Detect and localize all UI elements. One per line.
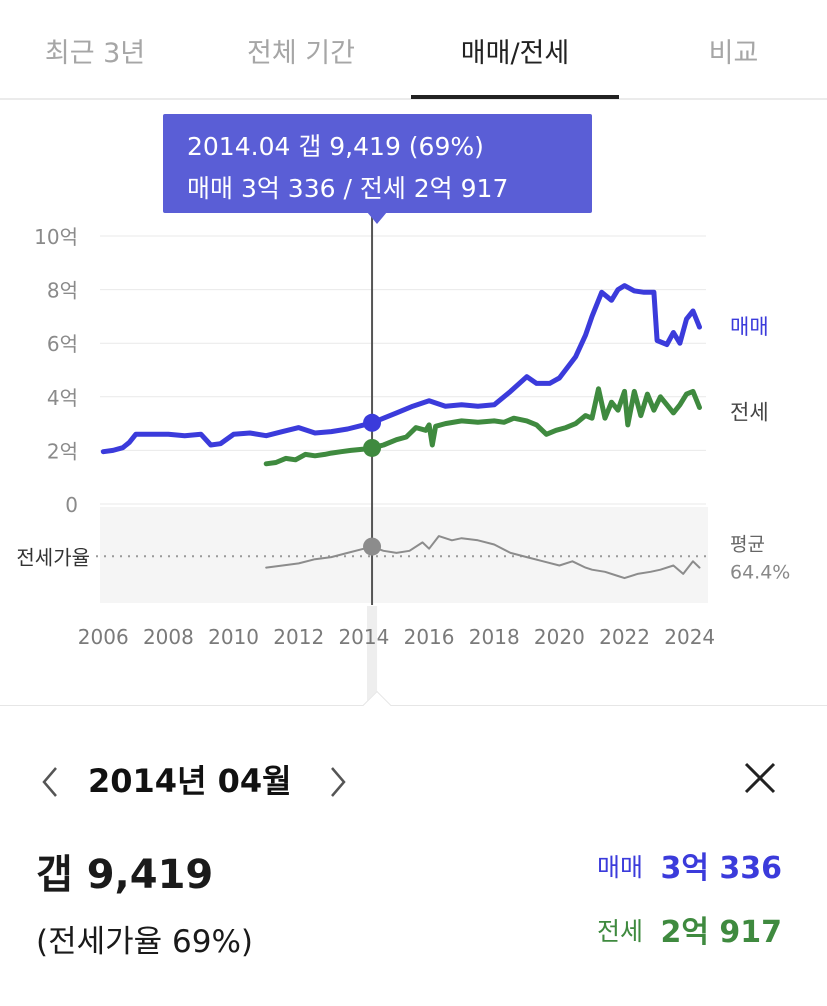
y-tick-label: 10억: [34, 225, 78, 249]
period-tab-bar: 최근 3년 전체 기간 매매/전세 비교: [0, 0, 827, 100]
series-label-lease: 전세: [730, 401, 769, 425]
chevron-right-icon: [331, 767, 346, 797]
tab-compare[interactable]: 비교: [708, 37, 759, 69]
series-line-lease: [263, 386, 702, 467]
selected-point-lease: [363, 438, 382, 457]
x-tick-label: 2006: [78, 625, 129, 649]
ratio-band-label: 전세가율: [16, 545, 90, 569]
tooltip-price-line: 매매 3억 336 / 전세 2억 917: [187, 174, 509, 203]
x-tick-label: 2024: [664, 625, 715, 649]
lease-price-label: 전세: [597, 917, 644, 946]
x-tick-label: 2014: [338, 625, 389, 649]
x-tick-label: 2008: [143, 625, 194, 649]
tooltip-gap-line: 2014.04 갭 9,419 (69%): [187, 132, 484, 161]
x-tick-label: 2020: [534, 625, 585, 649]
y-tick-label: 8억: [47, 279, 78, 303]
y-tick-label: 4억: [47, 386, 78, 410]
tab-all-period[interactable]: 전체 기간: [247, 37, 355, 69]
chevron-left-icon: [42, 767, 57, 797]
close-button[interactable]: [740, 758, 780, 798]
x-tick-label: 2018: [469, 625, 520, 649]
sale-price-label: 매매: [597, 853, 644, 882]
series-line-ratio: [265, 535, 701, 580]
next-month-button[interactable]: [322, 762, 354, 802]
detail-panel: 2014년 04월 갭 9,419 (전세가율 69%) 매매 3억 336 전…: [0, 690, 827, 1006]
ratio-average-value: 64.4%: [730, 561, 790, 583]
x-tick-label: 2016: [404, 625, 455, 649]
y-tick-label: 0: [65, 493, 78, 517]
ratio-average-title: 평균: [730, 533, 765, 555]
y-tick-label: 2억: [47, 439, 78, 463]
x-tick-label: 2010: [208, 625, 259, 649]
lease-price-value: 2억 917: [660, 915, 782, 950]
ratio-band-background: [100, 507, 708, 603]
tooltip-pointer: [367, 212, 387, 224]
y-tick-label: 6억: [47, 332, 78, 356]
tab-sale-lease[interactable]: 매매/전세: [460, 37, 570, 69]
lease-ratio-value: (전세가율 69%): [36, 924, 254, 960]
gap-value: 갭 9,419: [36, 852, 214, 898]
x-tick-label: 2022: [599, 625, 650, 649]
selected-point-sale: [363, 413, 382, 432]
active-tab-indicator: [411, 95, 619, 99]
x-tick-label: 2012: [273, 625, 324, 649]
tab-recent-3-years[interactable]: 최근 3년: [44, 37, 146, 69]
series-label-sale: 매매: [730, 315, 769, 339]
close-icon: [744, 762, 776, 794]
series-line-sale: [100, 283, 702, 455]
period-label: 2014년 04월: [88, 762, 292, 800]
selected-point-ratio: [363, 537, 382, 556]
chart-tooltip: 2014.04 갭 9,419 (69%) 매매 3억 336 / 전세 2억 …: [163, 114, 592, 213]
sale-price-value: 3억 336: [660, 851, 782, 886]
prev-month-button[interactable]: [36, 762, 68, 802]
cursor-track: [367, 606, 378, 705]
